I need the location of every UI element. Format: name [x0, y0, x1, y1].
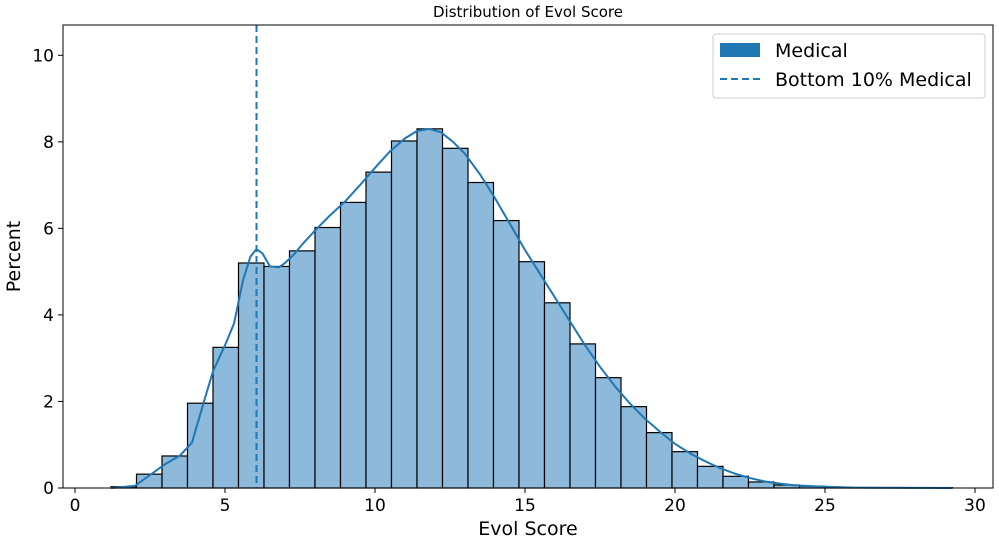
histogram-bar	[696, 465, 724, 489]
x-tick-label: 25	[814, 496, 836, 516]
histogram-bar	[212, 346, 240, 489]
histogram-bar	[467, 181, 495, 489]
histogram-bar	[263, 265, 291, 489]
histogram-bar	[288, 250, 316, 489]
x-tick-label: 15	[514, 496, 536, 516]
x-axis-ticks: 0 5 10 15 20 25 30	[70, 488, 986, 516]
histogram-bar	[492, 219, 520, 489]
histogram-bar	[365, 171, 393, 489]
histogram-bar	[543, 302, 571, 489]
x-tick-label: 10	[364, 496, 386, 516]
histogram-bar	[339, 201, 367, 489]
y-tick-label: 6	[43, 219, 54, 239]
chart-title: Distribution of Evol Score	[433, 3, 623, 21]
histogram-bar	[314, 226, 342, 489]
histogram-bar	[237, 262, 265, 489]
legend-box	[712, 33, 986, 99]
histogram-bar	[390, 140, 418, 489]
histogram-bar	[161, 455, 189, 489]
x-tick-label: 20	[664, 496, 686, 516]
histogram-bar	[441, 147, 469, 489]
histogram-bars	[110, 128, 954, 489]
y-axis-ticks: 0 2 4 6 8 10	[32, 46, 63, 499]
histogram-bar	[722, 475, 750, 489]
histogram-bar	[671, 451, 699, 489]
histogram-bar	[416, 128, 444, 489]
y-tick-label: 4	[43, 306, 54, 326]
histogram-bar	[620, 406, 648, 489]
legend-medical-label: Medical	[775, 40, 848, 62]
y-axis-label: Percent	[3, 221, 25, 293]
histogram-bar	[518, 261, 546, 489]
y-tick-label: 2	[43, 392, 54, 412]
histogram-bar	[645, 432, 673, 489]
legend-threshold-label: Bottom 10% Medical	[775, 69, 972, 91]
y-tick-label: 0	[43, 479, 54, 499]
histogram-bar	[594, 377, 622, 489]
kde-curve	[110, 127, 953, 489]
x-tick-label: 0	[70, 496, 81, 516]
y-tick-label: 8	[43, 133, 54, 153]
histogram-bar	[569, 343, 597, 489]
y-tick-label: 10	[32, 46, 54, 66]
legend-medical-swatch	[720, 43, 760, 57]
x-tick-label: 5	[220, 496, 231, 516]
x-tick-label: 30	[964, 496, 986, 516]
x-axis-label: Evol Score	[478, 518, 577, 540]
plot-frame	[62, 24, 994, 489]
legend: Medical Bottom 10% Medical	[712, 33, 986, 99]
